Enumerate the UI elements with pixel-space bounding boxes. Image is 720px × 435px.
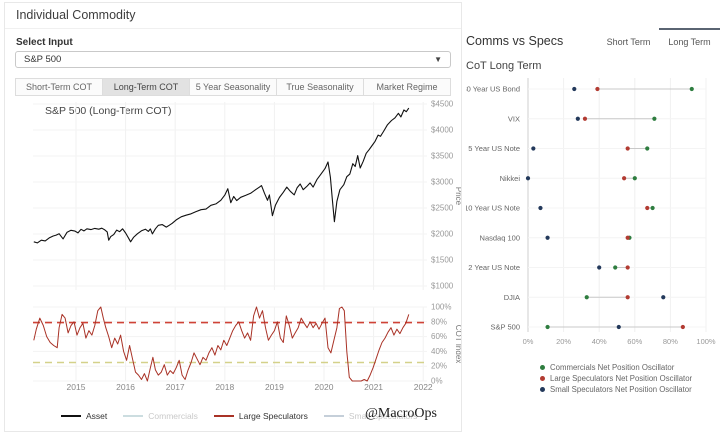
tab-short-term-cot[interactable]: Short-Term COT: [16, 79, 103, 95]
svg-text:2017: 2017: [166, 382, 185, 392]
legend-label: Commercials Net Position Oscillator: [550, 363, 675, 372]
svg-text:40%: 40%: [431, 347, 447, 356]
legend-dot: [540, 376, 545, 381]
svg-text:80%: 80%: [663, 337, 678, 346]
svg-text:0%: 0%: [523, 337, 534, 346]
legend-item-commercials-net-position-oscillator[interactable]: Commercials Net Position Oscillator: [540, 362, 720, 373]
svg-text:2020: 2020: [315, 382, 334, 392]
dot-plot-title: CoT Long Term: [466, 60, 542, 72]
legend-item-commercials[interactable]: Commercials: [123, 411, 198, 421]
svg-text:100%: 100%: [431, 303, 451, 312]
svg-text:2019: 2019: [265, 382, 284, 392]
svg-text:10 Year US Note: 10 Year US Note: [466, 204, 520, 213]
main-chart-legend: Asset Commercials Large Speculators Small S…: [61, 411, 417, 421]
legend-swatch: [123, 415, 144, 417]
dot-plot: 0% 20% 40% 60% 80% 100% 30 Year US Bond VIX 5 Ye…: [462, 78, 716, 346]
main-chart-title: S&P 500 (Long-Term COT): [45, 105, 172, 117]
dot-plot-legend: Commercials Net Position Oscillator Large…: [540, 362, 720, 395]
svg-text:2 Year US Note: 2 Year US Note: [468, 263, 520, 272]
svg-text:COT Index: COT Index: [454, 325, 461, 364]
svg-text:40%: 40%: [592, 337, 607, 346]
legend-dot: [540, 387, 545, 392]
legend-label: Large Speculators Net Position Oscillato…: [550, 374, 693, 383]
svg-text:$4000: $4000: [431, 126, 454, 135]
svg-text:60%: 60%: [627, 337, 642, 346]
svg-text:100%: 100%: [696, 337, 716, 346]
legend-label: Small Speculators Net Position Oscillato…: [550, 385, 692, 394]
svg-text:VIX: VIX: [508, 114, 520, 123]
comms-vs-specs-title: Comms vs Specs: [466, 34, 564, 48]
legend-swatch: [323, 415, 344, 417]
legend-item-small-speculators-net-position-oscillator[interactable]: Small Speculators Net Position Oscillato…: [540, 384, 720, 395]
commodity-select-value: S&P 500: [24, 54, 62, 65]
legend-label: Large Speculators: [238, 411, 308, 421]
tab-long-term[interactable]: Long Term: [659, 28, 720, 50]
legend-swatch: [61, 415, 81, 417]
svg-text:Price: Price: [454, 187, 461, 206]
svg-text:80%: 80%: [431, 317, 447, 326]
svg-text:Nasdaq 100: Nasdaq 100: [480, 233, 520, 242]
commodity-select[interactable]: S&P 500 ▼: [15, 51, 451, 68]
tab-market-regime[interactable]: Market Regime: [364, 79, 450, 95]
select-input-label: Select Input: [16, 37, 73, 48]
legend-dot: [540, 365, 545, 370]
svg-text:$3000: $3000: [431, 178, 454, 187]
svg-text:$3500: $3500: [431, 152, 454, 161]
legend-label: Commercials: [148, 411, 198, 421]
price-cot-chart: $4500 $4000 $3500 $3000 $2500 $2000 $1500 $1000…: [33, 100, 461, 392]
left-tabs: Short-Term COT Long-Term COT 5 Year Season…: [15, 78, 451, 96]
legend-swatch: [213, 415, 234, 417]
svg-text:DJIA: DJIA: [504, 293, 520, 302]
legend-item-large-speculators-net-position-oscillator[interactable]: Large Speculators Net Position Oscillato…: [540, 373, 720, 384]
svg-text:60%: 60%: [431, 332, 447, 341]
svg-text:$2500: $2500: [431, 204, 454, 213]
svg-text:2016: 2016: [116, 382, 135, 392]
comms-vs-specs-panel: Comms vs Specs Short Term Long Term CoT L…: [462, 28, 720, 395]
legend-item-asset[interactable]: Asset: [61, 411, 107, 421]
legend-item-small-speculators[interactable]: Small Speculators: [323, 411, 418, 421]
card-title: Individual Commodity: [5, 3, 461, 29]
tab-short-term[interactable]: Short Term: [606, 37, 651, 47]
right-tabs: Short Term Long Term: [598, 28, 720, 50]
individual-commodity-card: Individual Commodity Select Input S&P 50…: [4, 2, 462, 432]
svg-text:$2000: $2000: [431, 230, 454, 239]
svg-text:$1000: $1000: [431, 282, 454, 291]
watermark: @MacroOps: [365, 406, 437, 421]
svg-text:$4500: $4500: [431, 100, 454, 109]
svg-text:5 Year US Note: 5 Year US Note: [468, 144, 520, 153]
svg-text:2022: 2022: [414, 382, 433, 392]
tab-5-year-seasonality[interactable]: 5 Year Seasonality: [190, 79, 277, 95]
tab-long-term-cot[interactable]: Long-Term COT: [103, 79, 190, 95]
svg-text:S&P 500: S&P 500: [491, 323, 520, 332]
svg-text:0%: 0%: [431, 377, 443, 386]
svg-text:Nikkei: Nikkei: [500, 174, 521, 183]
svg-text:20%: 20%: [431, 362, 447, 371]
svg-text:30 Year US Bond: 30 Year US Bond: [466, 85, 520, 94]
svg-text:$1500: $1500: [431, 256, 454, 265]
tab-true-seasonality[interactable]: True Seasonality: [277, 79, 364, 95]
legend-item-large-speculators[interactable]: Large Speculators: [213, 411, 308, 421]
legend-label: Asset: [86, 411, 108, 421]
svg-text:2018: 2018: [215, 382, 234, 392]
svg-text:2021: 2021: [364, 382, 383, 392]
legend-label: Small Speculators: [348, 411, 418, 421]
svg-text:2015: 2015: [67, 382, 86, 392]
chevron-down-icon: ▼: [434, 55, 442, 64]
svg-text:20%: 20%: [556, 337, 571, 346]
